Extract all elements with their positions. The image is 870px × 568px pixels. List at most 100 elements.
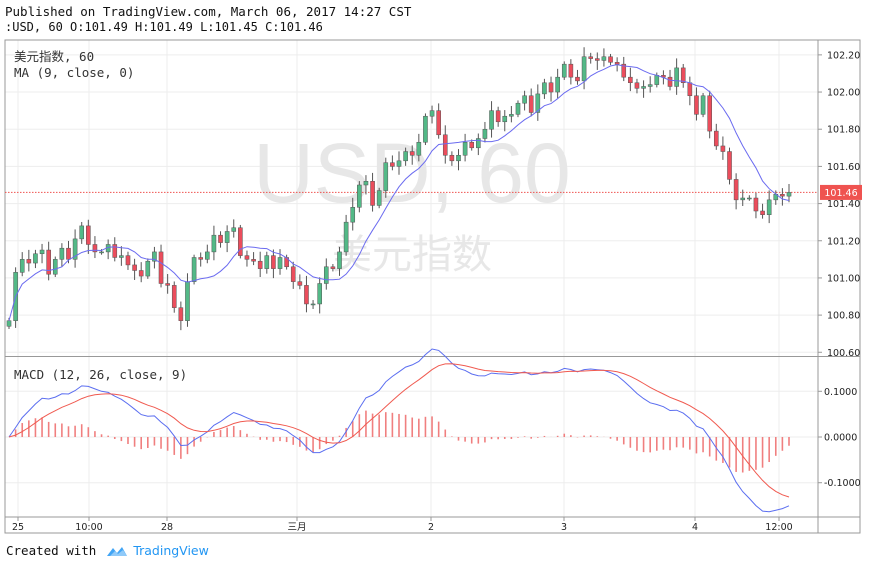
candle-body bbox=[740, 197, 746, 201]
candle-body bbox=[165, 283, 170, 286]
candle bbox=[92, 236, 98, 259]
last-price-tag: 101.46 bbox=[820, 184, 862, 200]
candle bbox=[330, 263, 336, 272]
footer: Created with TradingView bbox=[6, 543, 209, 558]
candle-body bbox=[310, 303, 316, 306]
candle bbox=[727, 147, 732, 185]
candle-body bbox=[476, 138, 481, 149]
candle bbox=[145, 258, 151, 279]
candle-body bbox=[251, 259, 256, 262]
candle bbox=[595, 52, 600, 70]
price-tick-label: 102.00 bbox=[827, 88, 860, 99]
candle-body bbox=[6, 320, 12, 327]
candle-body bbox=[588, 56, 593, 59]
candle bbox=[343, 214, 349, 256]
candle bbox=[403, 147, 408, 166]
candle-body bbox=[700, 95, 706, 115]
ohlc-readout: :USD, 60 O:101.49 H:101.49 L:101.45 C:10… bbox=[5, 20, 323, 34]
candle bbox=[766, 190, 772, 224]
candle bbox=[363, 175, 369, 195]
candle-body bbox=[535, 93, 541, 113]
candle-body bbox=[786, 192, 792, 197]
watermark-name: 美元指数 bbox=[332, 232, 492, 278]
candle bbox=[46, 241, 51, 281]
price-tick-label: 102.20 bbox=[827, 50, 860, 61]
candle-body bbox=[495, 110, 501, 123]
candle bbox=[548, 76, 554, 102]
macd-tick-label: 0.0000 bbox=[824, 433, 857, 444]
candle-body bbox=[628, 76, 633, 84]
candle-body bbox=[19, 259, 25, 273]
candle bbox=[125, 251, 131, 270]
candle-body bbox=[343, 221, 349, 253]
candle-body bbox=[304, 285, 309, 305]
price-tick-label: 101.20 bbox=[827, 236, 860, 247]
candle-body bbox=[152, 251, 157, 262]
macd-tick-label: 0.1000 bbox=[824, 387, 857, 398]
candle-body bbox=[224, 231, 230, 243]
candle-body bbox=[198, 257, 203, 260]
candle bbox=[462, 133, 468, 162]
candle-body bbox=[86, 225, 91, 245]
candle bbox=[198, 252, 203, 267]
candle bbox=[713, 123, 719, 150]
candle bbox=[132, 258, 137, 280]
candle-body bbox=[509, 114, 514, 117]
candle bbox=[33, 249, 38, 269]
candle bbox=[515, 100, 521, 118]
candle-body bbox=[191, 257, 197, 282]
candle-body bbox=[92, 244, 98, 253]
candle-body bbox=[66, 247, 71, 260]
candle-body bbox=[396, 160, 402, 167]
candle bbox=[700, 92, 706, 118]
candle-body bbox=[205, 251, 210, 260]
candle-body bbox=[489, 110, 494, 130]
candle-body bbox=[449, 154, 455, 162]
candle bbox=[191, 254, 197, 285]
candle bbox=[390, 155, 395, 171]
signal-line bbox=[8, 363, 790, 498]
candle bbox=[555, 68, 560, 99]
candle bbox=[542, 78, 547, 99]
price-tick-label: 101.80 bbox=[827, 125, 860, 136]
candle bbox=[218, 231, 223, 248]
candle bbox=[350, 197, 356, 231]
candle-body bbox=[416, 141, 422, 156]
candle bbox=[231, 219, 237, 238]
ma-line bbox=[8, 64, 790, 321]
candle bbox=[257, 251, 263, 277]
candle-body bbox=[713, 130, 719, 147]
published-line: Published on TradingView.com, March 06, … bbox=[5, 4, 412, 19]
last-price-label: 101.46 bbox=[824, 188, 857, 199]
candle bbox=[733, 173, 739, 210]
macd-tick-label: -0.1000 bbox=[824, 478, 861, 489]
candle bbox=[224, 225, 230, 253]
candle bbox=[449, 151, 455, 166]
candle-body bbox=[257, 260, 263, 269]
candle-body bbox=[608, 56, 613, 63]
candle bbox=[621, 56, 627, 82]
candle-body bbox=[145, 260, 151, 277]
candle-body bbox=[52, 259, 58, 275]
candle-body bbox=[112, 244, 118, 258]
candle-body bbox=[231, 227, 237, 232]
candle-body bbox=[72, 238, 78, 260]
candle bbox=[277, 249, 283, 275]
candle bbox=[502, 110, 508, 132]
candle-body bbox=[125, 255, 131, 266]
candle-body bbox=[33, 253, 38, 264]
candle bbox=[416, 133, 422, 162]
candle-body bbox=[79, 225, 85, 240]
candle bbox=[376, 187, 382, 209]
candle bbox=[52, 256, 58, 277]
candle bbox=[19, 252, 25, 277]
candle-body bbox=[383, 162, 389, 191]
candle-body bbox=[733, 179, 739, 201]
candle-body bbox=[727, 151, 732, 180]
candle bbox=[489, 101, 494, 138]
tradingview-link[interactable]: TradingView bbox=[106, 543, 209, 558]
candle-body bbox=[264, 255, 270, 269]
candle bbox=[165, 274, 170, 294]
candle bbox=[423, 113, 428, 146]
